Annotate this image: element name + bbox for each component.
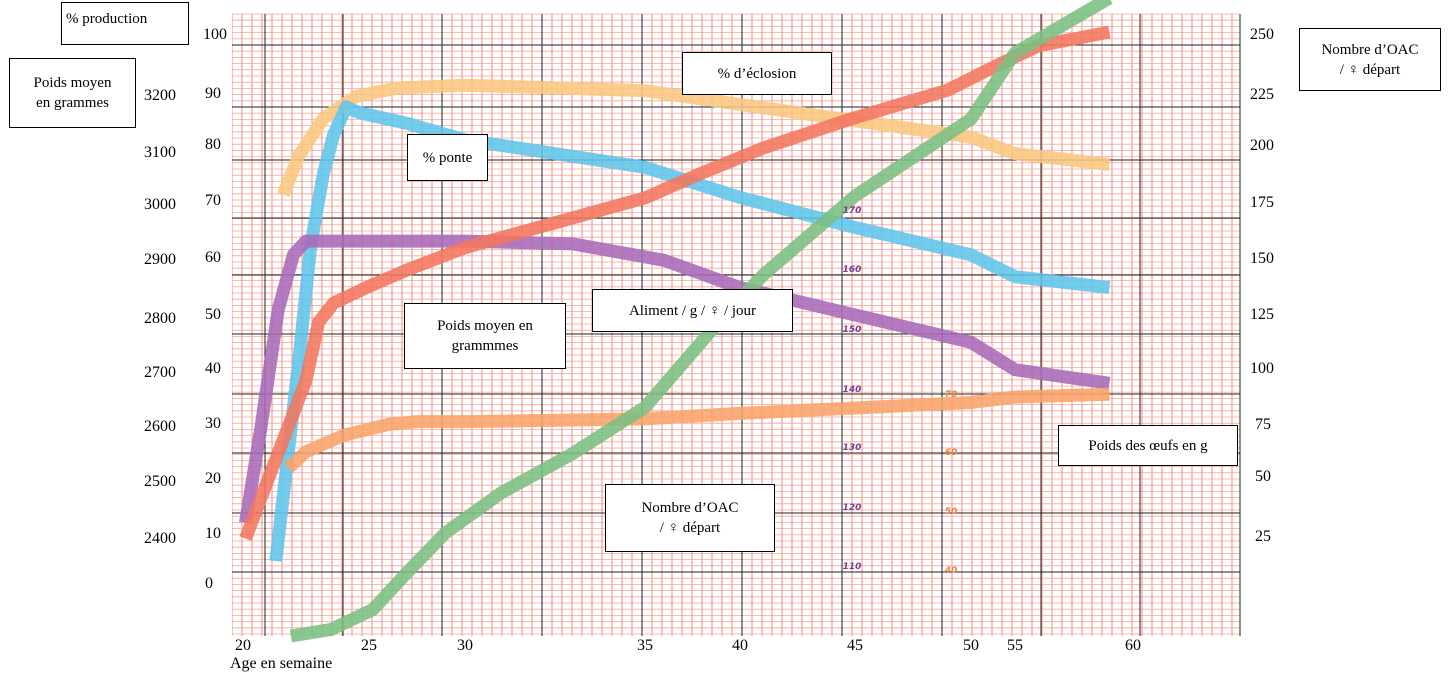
aliment-label-text: Aliment / g / ♀ / jour bbox=[628, 302, 757, 319]
x-axis-title: Age en semaine bbox=[230, 655, 333, 672]
production-tick: 0 bbox=[205, 575, 213, 592]
x-tick: 30 bbox=[457, 637, 473, 654]
oac-label-line1: Nombre d’OAC bbox=[641, 500, 739, 516]
poids-moyen-label-line2: grammmes bbox=[451, 338, 519, 354]
poids-oeufs-label: Poids des œufs en g bbox=[1058, 425, 1238, 466]
egg-scale-label: 50 bbox=[945, 507, 958, 517]
eclosion-label: % d’éclosion bbox=[682, 52, 832, 95]
oac-label: Nombre d’OAC / ♀ départ bbox=[605, 484, 775, 552]
x-tick: 60 bbox=[1125, 637, 1141, 654]
production-tick: 30 bbox=[205, 415, 221, 432]
weight-tick: 2400 bbox=[144, 530, 176, 547]
weight-tick: 3000 bbox=[144, 196, 176, 213]
weight-tick: 2900 bbox=[144, 251, 176, 268]
series-line-3 bbox=[239, 25, 1111, 541]
production-tick: 80 bbox=[205, 136, 221, 153]
production-tick: 70 bbox=[205, 192, 221, 209]
weight-axis-title: Poids moyen en grammes bbox=[9, 58, 136, 128]
weight-tick: 3200 bbox=[144, 87, 176, 104]
x-tick: 55 bbox=[1007, 637, 1023, 654]
oac-axis-title-line2: / ♀ départ bbox=[1339, 61, 1401, 78]
feed-scale-label: 140 bbox=[843, 385, 862, 395]
poids-oeufs-label-text: Poids des œufs en g bbox=[1088, 437, 1208, 454]
production-tick: 100 bbox=[203, 26, 227, 43]
oac-tick: 150 bbox=[1250, 250, 1274, 267]
series-line-5 bbox=[289, 0, 1113, 643]
weight-tick: 2800 bbox=[144, 310, 176, 327]
aliment-label: Aliment / g / ♀ / jour bbox=[592, 289, 793, 332]
oac-axis-title-line1: Nombre d’OAC bbox=[1321, 41, 1419, 58]
weight-tick: 2500 bbox=[144, 473, 176, 490]
series-line-4 bbox=[283, 387, 1110, 473]
production-tick: 60 bbox=[205, 249, 221, 266]
oac-tick: 100 bbox=[1250, 360, 1274, 377]
production-tick: 10 bbox=[205, 525, 221, 542]
weight-axis-title-line1: Poids moyen bbox=[33, 75, 112, 91]
production-axis-title: % production bbox=[61, 2, 189, 45]
feed-scale-label: 150 bbox=[843, 325, 862, 335]
ponte-label-text: % ponte bbox=[422, 149, 473, 166]
feed-scale-label: 110 bbox=[843, 562, 862, 572]
x-tick: 45 bbox=[847, 637, 863, 654]
weight-tick: 3100 bbox=[144, 144, 176, 161]
weight-tick: 2600 bbox=[144, 418, 176, 435]
oac-tick: 50 bbox=[1255, 468, 1271, 485]
x-tick: 50 bbox=[963, 637, 979, 654]
feed-scale-label: 160 bbox=[843, 265, 862, 275]
weight-tick: 2700 bbox=[144, 364, 176, 381]
production-tick: 40 bbox=[205, 360, 221, 377]
oac-label-line2: / ♀ départ bbox=[659, 520, 721, 536]
feed-scale-label: 120 bbox=[843, 503, 862, 513]
oac-tick: 75 bbox=[1255, 416, 1271, 433]
egg-scale-label: 60 bbox=[945, 448, 958, 458]
production-tick: 90 bbox=[205, 85, 221, 102]
oac-axis-title: Nombre d’OAC / ♀ départ bbox=[1299, 28, 1441, 91]
production-tick: 20 bbox=[205, 470, 221, 487]
eclosion-label-text: % d’éclosion bbox=[717, 65, 797, 82]
series-line-2 bbox=[239, 234, 1111, 524]
poids-moyen-label: Poids moyen en grammmes bbox=[404, 303, 566, 369]
oac-tick: 225 bbox=[1250, 86, 1274, 103]
x-tick: 35 bbox=[637, 637, 653, 654]
x-tick: 20 bbox=[235, 637, 251, 654]
production-axis-title-text: % production bbox=[66, 11, 148, 27]
oac-tick: 175 bbox=[1250, 194, 1274, 211]
poids-moyen-label-line1: Poids moyen en bbox=[437, 318, 533, 334]
series-layer bbox=[239, 0, 1113, 643]
series-line-0 bbox=[277, 78, 1111, 197]
egg-scale-label: 70 bbox=[945, 390, 958, 400]
egg-scale-label: 40 bbox=[944, 566, 958, 576]
ponte-label: % ponte bbox=[407, 134, 488, 181]
weight-axis-title-line2: en grammes bbox=[36, 95, 109, 111]
production-tick: 50 bbox=[205, 306, 221, 323]
oac-tick: 25 bbox=[1255, 528, 1271, 545]
series-line-1 bbox=[269, 100, 1111, 562]
feed-scale-label: 130 bbox=[843, 443, 862, 453]
oac-tick: 200 bbox=[1250, 137, 1274, 154]
x-tick: 40 bbox=[732, 637, 748, 654]
oac-tick: 250 bbox=[1250, 26, 1274, 43]
oac-tick: 125 bbox=[1250, 306, 1274, 323]
feed-scale-label: 170 bbox=[843, 206, 862, 216]
inner-scale-labels: 170 160 150 140 130 120 110 70 60 50 40 bbox=[843, 206, 958, 576]
x-tick: 25 bbox=[361, 637, 377, 654]
